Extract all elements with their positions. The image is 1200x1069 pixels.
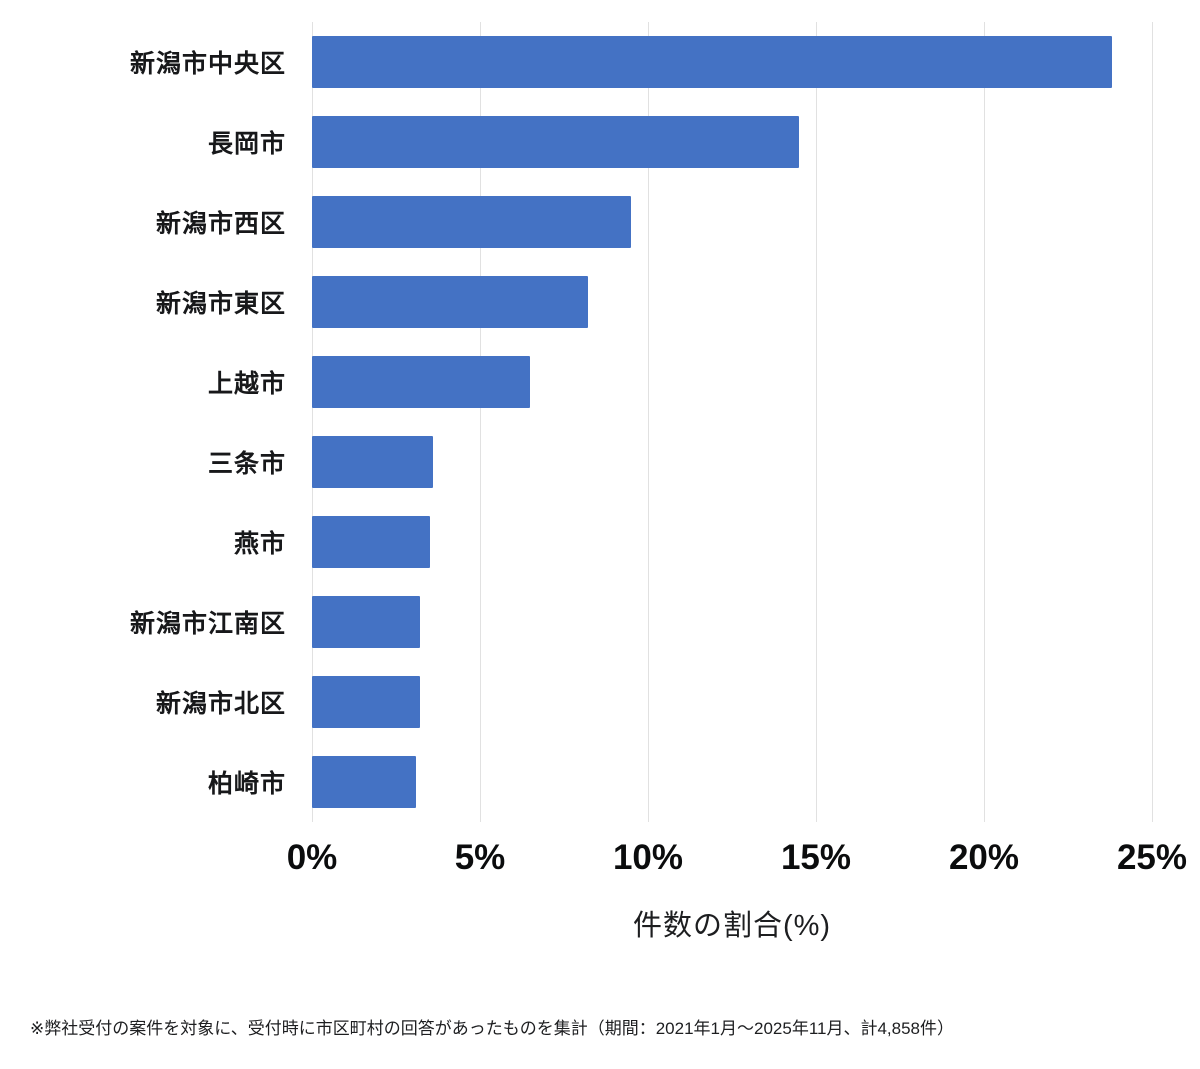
- category-label: 上越市: [207, 370, 286, 398]
- x-tick-label: 20%: [948, 838, 1020, 877]
- bar-track: [312, 342, 1152, 422]
- chart-row: 燕市: [0, 502, 1200, 582]
- x-axis: 0% 5% 10% 15% 20% 25%: [287, 822, 1187, 888]
- bar: [312, 356, 531, 408]
- category-label: 新潟市東区: [155, 290, 286, 318]
- gridline: [1152, 22, 1153, 822]
- plot-area: 新潟市中央区長岡市新潟市西区新潟市東区上越市三条市燕市新潟市江南区新潟市北区柏崎…: [0, 22, 1200, 822]
- bar-track: [312, 22, 1152, 102]
- bar-track: [312, 262, 1152, 342]
- x-axis-title: 件数の割合(%): [632, 910, 832, 942]
- gridline: [648, 22, 649, 822]
- chart-row: 新潟市中央区: [0, 22, 1200, 102]
- category-label: 三条市: [207, 450, 286, 478]
- bar-track: [312, 182, 1152, 262]
- gridline: [816, 22, 817, 822]
- category-label: 長岡市: [207, 130, 286, 158]
- bar-track: [312, 582, 1152, 662]
- chart-row: 上越市: [0, 342, 1200, 422]
- x-tick-label: 10%: [612, 838, 684, 877]
- bar: [312, 676, 420, 728]
- gridlines: [312, 22, 1153, 822]
- footnote: ※弊社受付の案件を対象に、受付時に市区町村の回答があったものを集計（期間：202…: [30, 1019, 955, 1038]
- bar-track: [312, 662, 1152, 742]
- chart-row: 新潟市江南区: [0, 582, 1200, 662]
- bar-track: [312, 102, 1152, 182]
- x-tick-label: 25%: [1116, 838, 1188, 877]
- bar: [312, 516, 430, 568]
- bar: [312, 596, 420, 648]
- chart-row: 新潟市西区: [0, 182, 1200, 262]
- chart-row: 長岡市: [0, 102, 1200, 182]
- bar: [312, 436, 433, 488]
- bar-track: [312, 422, 1152, 502]
- gridline: [312, 22, 313, 822]
- category-label: 新潟市中央区: [129, 50, 286, 78]
- x-tick-label: 15%: [780, 838, 852, 877]
- chart-row: 新潟市北区: [0, 662, 1200, 742]
- bar: [312, 36, 1112, 88]
- category-label: 新潟市江南区: [129, 610, 286, 638]
- gridline: [480, 22, 481, 822]
- bar-track: [312, 502, 1152, 582]
- bar: [312, 276, 588, 328]
- bar-chart: 新潟市中央区長岡市新潟市西区新潟市東区上越市三条市燕市新潟市江南区新潟市北区柏崎…: [0, 22, 1200, 942]
- category-label: 新潟市西区: [155, 210, 286, 238]
- bar: [312, 116, 800, 168]
- chart-row: 新潟市東区: [0, 262, 1200, 342]
- gridline: [984, 22, 985, 822]
- bar: [312, 756, 417, 808]
- bar: [312, 196, 632, 248]
- category-label: 燕市: [233, 530, 286, 558]
- x-tick-label: 5%: [454, 838, 506, 877]
- chart-row: 柏崎市: [0, 742, 1200, 822]
- bar-track: [312, 742, 1152, 822]
- x-tick-label: 0%: [286, 838, 338, 877]
- category-label: 柏崎市: [207, 770, 286, 798]
- chart-rows: 新潟市中央区長岡市新潟市西区新潟市東区上越市三条市燕市新潟市江南区新潟市北区柏崎…: [0, 22, 1200, 822]
- chart-row: 三条市: [0, 422, 1200, 502]
- category-label: 新潟市北区: [155, 690, 286, 718]
